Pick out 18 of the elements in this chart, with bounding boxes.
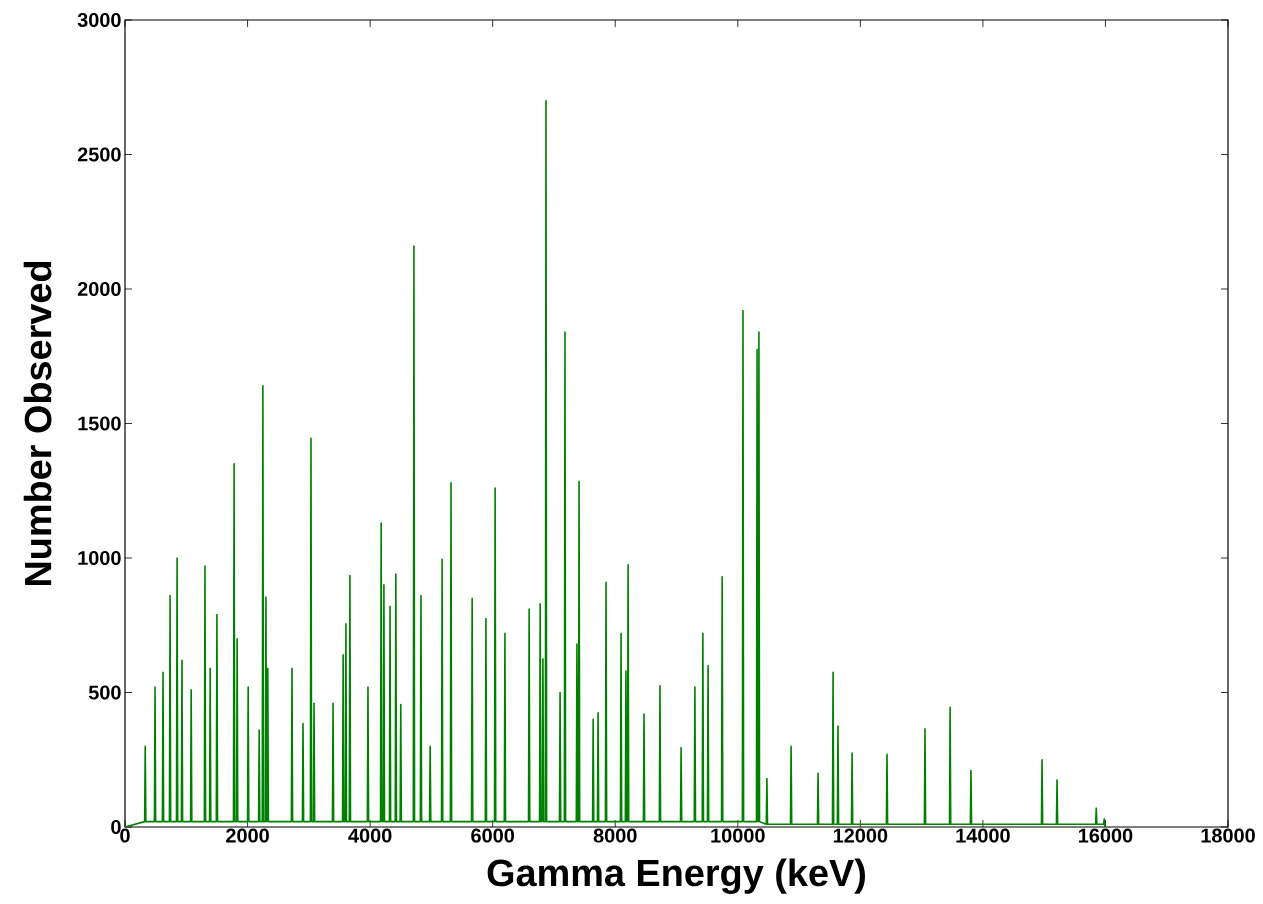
- line-series: [125, 99, 1107, 827]
- x-tick-label: 14000: [956, 828, 1010, 843]
- x-tick-label: 2000: [226, 828, 269, 843]
- y-tick-label: 500: [88, 685, 121, 700]
- y-tick-label: 2500: [77, 147, 121, 162]
- x-tick-label: 10000: [711, 828, 765, 843]
- x-tick-label: 6000: [471, 828, 515, 843]
- x-tick-label: 4000: [348, 828, 392, 843]
- x-axis-title: Gamma Energy (keV): [487, 858, 865, 894]
- y-tick-label: 1500: [78, 416, 121, 431]
- y-tick-label: 2000: [77, 281, 121, 297]
- y-axis-title: Number Observed: [23, 261, 52, 586]
- y-tick-label: 3000: [77, 12, 121, 28]
- x-tick-label: 18000: [1201, 828, 1255, 843]
- x-tick-label: 16000: [1079, 828, 1133, 843]
- x-tick-label: 8000: [593, 828, 637, 843]
- x-tick-label: 12000: [833, 828, 888, 843]
- y-tick-label: 1000: [78, 550, 121, 566]
